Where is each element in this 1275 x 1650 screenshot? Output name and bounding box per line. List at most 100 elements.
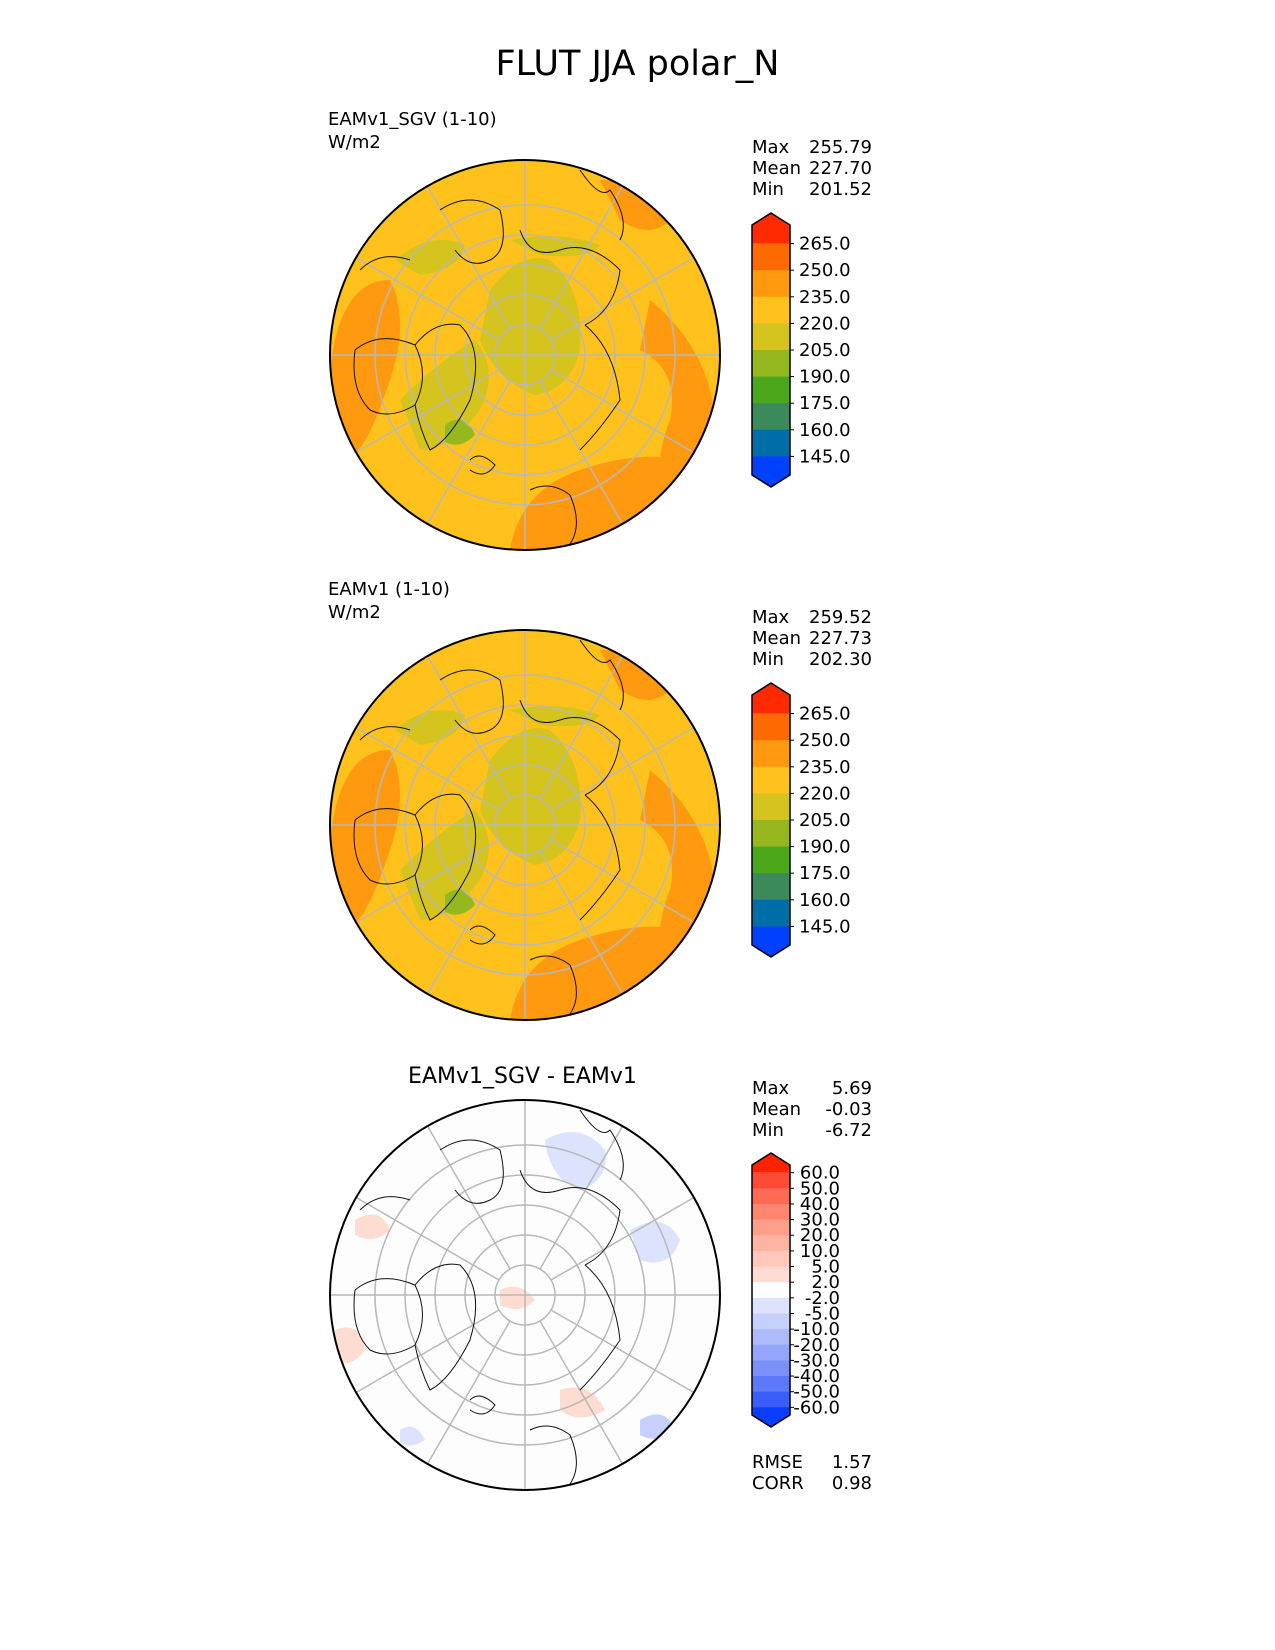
colorbar-tick-label: 50.0 <box>800 1178 840 1199</box>
corr-value: 0.98 <box>831 1473 872 1494</box>
colorbar-tick-label: 235.0 <box>799 287 851 308</box>
polar-map-diff <box>329 1099 721 1491</box>
coastline <box>353 338 423 415</box>
coastline <box>519 1169 621 1266</box>
colorbar-segment <box>752 1360 790 1377</box>
colorbar-segment <box>752 376 790 404</box>
colorbar-tick-label: -2.0 <box>805 1288 840 1309</box>
meridian-line <box>426 1125 511 1270</box>
coastline <box>353 1278 423 1355</box>
colorbar-extend-max <box>752 213 790 244</box>
colorbar-tick-label: 20.0 <box>800 1225 840 1246</box>
positive-anomaly <box>355 1214 390 1239</box>
colorbar-segment <box>752 270 790 298</box>
coastline <box>414 793 477 921</box>
colorbar-tick-label: 265.0 <box>799 704 851 725</box>
colorbar-tick-label: 60.0 <box>800 1163 840 1184</box>
meridian-line <box>550 1309 695 1394</box>
coastline <box>579 639 624 711</box>
meridian-line <box>550 839 695 924</box>
colorbar-segment <box>752 899 790 927</box>
colorbar-segment <box>752 1329 790 1346</box>
colorbar-segment <box>752 873 790 901</box>
cooler-region <box>445 889 475 915</box>
colorbar-segment <box>752 820 790 848</box>
meridian-line <box>539 1125 624 1270</box>
polar-map-1 <box>329 159 721 551</box>
colorbar-segment <box>752 1282 790 1299</box>
meridian-line <box>539 1320 624 1465</box>
mean-value: 227.73 <box>809 628 872 649</box>
colorbar-tick-label: 145.0 <box>799 916 851 937</box>
meridian-line <box>539 655 624 800</box>
colorbar-segment <box>752 713 790 741</box>
corr-label: CORR <box>752 1473 804 1494</box>
colorbar-tick-label: 30.0 <box>800 1210 840 1231</box>
map-field <box>330 1100 720 1490</box>
colorbar-tick-label: 175.0 <box>799 393 851 414</box>
meridian-line <box>355 369 500 454</box>
colorbar-segment <box>752 1250 790 1268</box>
coastline <box>529 1425 577 1490</box>
coastline <box>579 1264 621 1391</box>
colorbar-tick-label: -20.0 <box>793 1335 840 1356</box>
coastline <box>469 455 496 475</box>
min-label: Min <box>752 649 784 670</box>
colorbar-tick-label: 175.0 <box>799 863 851 884</box>
colorbar-outline <box>751 1152 791 1428</box>
meridian-line <box>355 256 500 341</box>
coastline <box>519 229 621 326</box>
meridian-line <box>426 185 511 330</box>
colorbar-tick-label: 190.0 <box>799 367 851 388</box>
meridian-line <box>426 850 511 995</box>
colorbar-segment <box>752 323 790 351</box>
coastline <box>414 1263 477 1391</box>
colorbar-extend-max <box>752 683 790 714</box>
mean-value: -0.03 <box>825 1099 872 1120</box>
colorbar-segment <box>752 296 790 324</box>
colorbar-tick-label: -60.0 <box>793 1397 840 1418</box>
diff-stats: Max 5.69 Mean -0.03 Min -6.72 <box>752 1078 872 1144</box>
meridian-line <box>550 1196 695 1281</box>
panel-2-name: EAMv1 (1-10) <box>328 579 450 600</box>
meridian-line <box>355 726 500 811</box>
map-boundary <box>329 1099 721 1491</box>
diff-title: EAMv1_SGV - EAMv1 <box>408 1064 637 1089</box>
colorbar-segment <box>752 350 790 378</box>
colorbar-tick-label: 160.0 <box>799 890 851 911</box>
panel-1-stats: Max 255.79 Mean 227.70 Min 201.52 <box>752 137 872 203</box>
colorbar-segment <box>752 1172 790 1189</box>
colorbar-extend-max <box>752 1153 790 1173</box>
colorbar-tick-label: 205.0 <box>799 810 851 831</box>
max-label: Max <box>752 1078 790 1099</box>
warm-region <box>330 280 400 454</box>
colorbar-tick-label: 145.0 <box>799 446 851 467</box>
cool-region <box>480 258 581 395</box>
colorbar-1: 265.0 250.0 235.0 220.0 205.0 190.0 175.0 160.0… <box>751 212 851 488</box>
colorbar-tick-label: -10.0 <box>793 1319 840 1340</box>
coastline <box>579 794 621 921</box>
rmse-value: 1.57 <box>831 1452 872 1473</box>
mean-value: 227.70 <box>809 158 872 179</box>
colorbar-tick-label: -5.0 <box>805 1303 840 1324</box>
coastline <box>519 699 621 796</box>
meridian-line <box>539 850 624 995</box>
colorbar-outline <box>751 212 791 488</box>
coastline <box>439 669 504 734</box>
colorbar-segment <box>752 243 790 271</box>
coastline <box>469 1395 496 1415</box>
warm-region <box>510 926 680 1020</box>
positive-anomaly <box>560 1387 605 1418</box>
panel-2-stats: Max 259.52 Mean 227.73 Min 202.30 <box>752 607 872 673</box>
meridian-line <box>550 256 695 341</box>
colorbar-tick-label: 235.0 <box>799 757 851 778</box>
min-value: 202.30 <box>809 649 872 670</box>
max-label: Max <box>752 607 790 628</box>
cool-region <box>395 240 465 275</box>
mean-label: Mean <box>752 158 802 179</box>
warm-region <box>600 650 670 700</box>
min-value: 201.52 <box>809 179 872 200</box>
colorbar-tick-label: 190.0 <box>799 837 851 858</box>
max-label: Max <box>752 137 790 158</box>
colorbar-segment <box>752 1391 790 1408</box>
